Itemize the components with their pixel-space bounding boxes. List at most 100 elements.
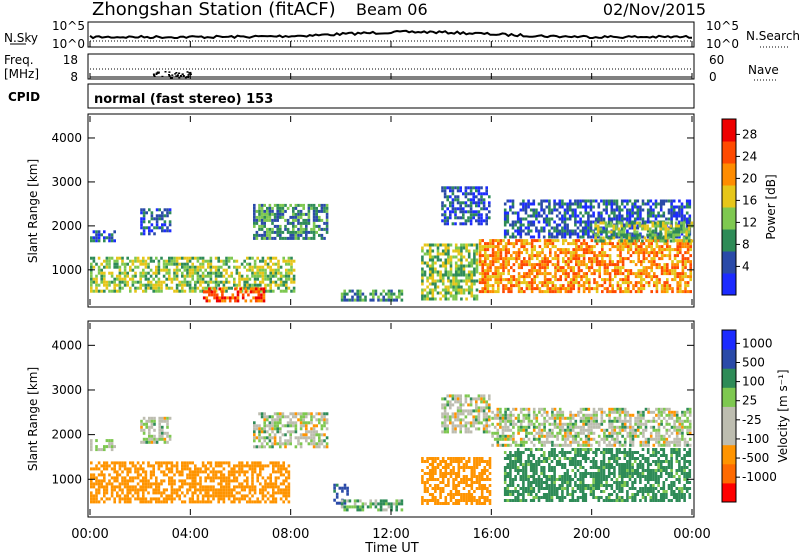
heatmap-cell xyxy=(655,245,659,249)
heatmap-cell xyxy=(545,205,549,209)
heatmap-cell xyxy=(149,464,153,468)
heatmap-cell xyxy=(592,235,595,239)
heatmap-cell xyxy=(103,259,106,263)
heatmap-cell xyxy=(588,287,591,291)
heatmap-cell xyxy=(483,472,487,475)
heatmap-cell xyxy=(214,283,218,287)
heatmap-cell xyxy=(161,229,164,233)
heatmap-cell xyxy=(178,494,181,498)
heatmap-cell xyxy=(550,217,554,221)
heatmap-cell xyxy=(201,488,205,492)
heatmap-cell xyxy=(488,195,491,199)
heatmap-cell xyxy=(423,252,427,256)
heatmap-cell xyxy=(346,505,349,509)
heatmap-cell xyxy=(527,416,531,420)
heatmap-cell xyxy=(95,500,98,504)
heatmap-cell xyxy=(287,482,291,486)
heatmap-cell xyxy=(208,299,211,303)
heatmap-cell xyxy=(603,287,607,291)
heatmap-cell xyxy=(477,427,481,431)
heatmap-cell xyxy=(243,494,246,498)
heatmap-cell xyxy=(302,412,305,416)
heatmap-cell xyxy=(477,397,481,401)
heatmap-cell xyxy=(307,206,311,210)
heatmap-cell xyxy=(525,284,529,288)
heatmap-cell xyxy=(439,270,442,274)
heatmap-cell xyxy=(639,205,642,209)
heatmap-cell xyxy=(654,217,658,221)
heatmap-cell xyxy=(672,233,675,237)
heatmap-cell xyxy=(499,257,503,261)
heatmap-cell xyxy=(149,485,153,489)
heatmap-cell xyxy=(515,257,518,261)
heatmap-cell xyxy=(684,263,687,267)
heatmap-cell xyxy=(220,259,223,263)
heatmap-cell xyxy=(166,416,169,420)
heatmap-cell xyxy=(108,256,111,260)
heatmap-cell xyxy=(428,252,432,256)
heatmap-cell xyxy=(627,281,630,285)
heatmap-cell xyxy=(266,233,269,237)
nave-dip-mark xyxy=(168,71,171,73)
heatmap-cell xyxy=(650,251,653,255)
heatmap-cell xyxy=(465,258,468,262)
heatmap-cell xyxy=(279,274,283,278)
heatmap-cell xyxy=(584,226,588,230)
heatmap-cell xyxy=(509,434,513,438)
heatmap-cell xyxy=(536,251,539,255)
heatmap-cell xyxy=(478,502,481,505)
heatmap-cell xyxy=(447,270,450,274)
heatmap-cell xyxy=(477,222,481,226)
heatmap-cell xyxy=(634,245,638,249)
heatmap-cell xyxy=(504,284,508,288)
heatmap-cell xyxy=(103,494,106,498)
heatmap-cell xyxy=(659,230,662,234)
heatmap-cell xyxy=(680,208,684,212)
heatmap-cell xyxy=(241,293,245,297)
heatmap-cell xyxy=(168,208,172,212)
heatmap-cell xyxy=(289,236,292,240)
heatmap-cell xyxy=(530,263,534,267)
heatmap-cell xyxy=(170,500,174,504)
heatmap-cell xyxy=(673,254,677,258)
heatmap-cell xyxy=(464,394,468,398)
heatmap-cell xyxy=(579,211,582,215)
heatmap-cell xyxy=(588,269,591,273)
heatmap-cell xyxy=(582,242,586,246)
heatmap-cell xyxy=(113,479,116,483)
heatmap-cell xyxy=(637,260,640,264)
heatmap-cell xyxy=(103,445,106,449)
heatmap-cell xyxy=(140,208,143,212)
heatmap-cell xyxy=(499,443,502,447)
heatmap-cell xyxy=(475,457,479,460)
heatmap-cell xyxy=(444,499,448,502)
heatmap-cell xyxy=(307,215,311,219)
heatmap-cell xyxy=(684,245,687,249)
heatmap-cell xyxy=(297,203,300,207)
heatmap-cell xyxy=(299,209,303,213)
heatmap-cell xyxy=(113,283,116,287)
heatmap-cell xyxy=(509,235,512,239)
heatmap-cell xyxy=(454,418,457,422)
heatmap-cell xyxy=(562,257,565,261)
heatmap-cell xyxy=(655,275,659,279)
heatmap-cell xyxy=(489,254,492,258)
heatmap-cell xyxy=(196,497,200,501)
heatmap-cell xyxy=(431,273,435,277)
heatmap-cell xyxy=(281,433,285,437)
heatmap-cell xyxy=(239,287,242,291)
heatmap-cell xyxy=(166,434,169,438)
heatmap-cell xyxy=(569,260,573,264)
heatmap-cell xyxy=(550,208,554,212)
heatmap-cell xyxy=(162,473,166,477)
heatmap-cell xyxy=(302,206,305,210)
heatmap-cell xyxy=(276,418,279,422)
heatmap-cell xyxy=(667,236,670,240)
heatmap-cell xyxy=(447,285,450,289)
heatmap-cell xyxy=(374,499,378,503)
heatmap-cell xyxy=(222,268,226,272)
heatmap-cell xyxy=(542,211,546,215)
heatmap-cell xyxy=(481,263,484,267)
heatmap-cell xyxy=(286,230,290,234)
heatmap-cell xyxy=(238,461,241,465)
